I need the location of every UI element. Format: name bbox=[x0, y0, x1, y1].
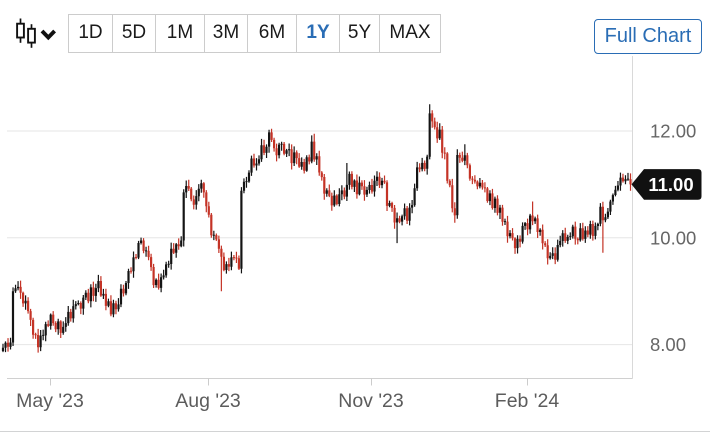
svg-text:May '23: May '23 bbox=[16, 390, 84, 412]
svg-text:12.00: 12.00 bbox=[650, 121, 696, 142]
svg-text:Aug '23: Aug '23 bbox=[175, 390, 241, 412]
svg-text:8.00: 8.00 bbox=[650, 334, 686, 355]
svg-text:Nov '23: Nov '23 bbox=[338, 390, 404, 412]
svg-text:11.00: 11.00 bbox=[648, 174, 693, 195]
svg-text:10.00: 10.00 bbox=[650, 227, 696, 248]
svg-text:Feb '24: Feb '24 bbox=[495, 390, 560, 412]
